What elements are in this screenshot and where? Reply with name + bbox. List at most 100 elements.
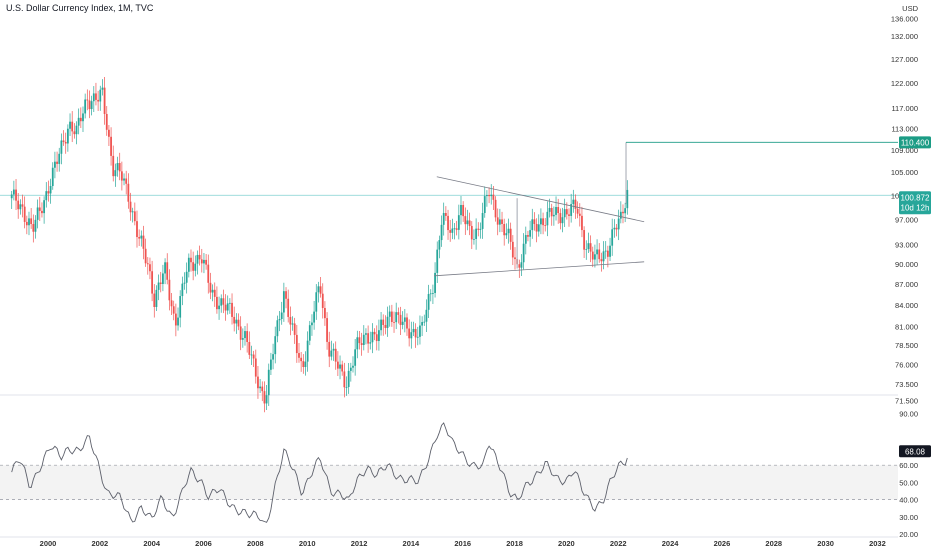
time-tick-label: 2010 [299, 539, 316, 548]
candle-body [436, 249, 439, 273]
price-axis[interactable]: 136.000 132.000 127.000 122.000 117.000 113.0… [891, 14, 931, 406]
candle-body [369, 342, 372, 344]
candle-body [75, 125, 78, 135]
candle-body [164, 262, 166, 274]
candle-body [604, 250, 607, 252]
candle-body [339, 364, 341, 369]
candle-body [529, 230, 532, 237]
candle-body [108, 129, 110, 137]
candle-body [362, 334, 365, 345]
rsi-tick-label: 20.00 [899, 530, 918, 539]
candle-body [324, 307, 326, 319]
candle-body [412, 328, 415, 333]
candle-body [308, 325, 311, 341]
candle-body [343, 371, 346, 388]
candle-body [21, 204, 24, 207]
candle-body [354, 349, 357, 366]
price-tick-label: 84.000 [895, 301, 918, 310]
candle-body [622, 211, 624, 214]
candle-body [581, 215, 583, 231]
bar-countdown-label: 10d 12h [901, 203, 930, 212]
rsi-line [11, 422, 628, 523]
candle-body [69, 121, 71, 129]
candle-body [518, 264, 521, 268]
price-tick-label: 81.000 [895, 322, 918, 331]
candle-body [444, 213, 447, 216]
candle-body [341, 364, 344, 372]
candle-body [298, 353, 300, 358]
candle-body [15, 189, 17, 201]
candle-body [211, 289, 214, 293]
candle-body [155, 289, 158, 307]
candle-body [576, 208, 579, 214]
candle-body [479, 228, 482, 230]
candle-body [594, 254, 596, 260]
candle-body [565, 209, 568, 215]
candle-body [168, 279, 171, 301]
time-tick-label: 2018 [506, 539, 523, 548]
candle-body [252, 354, 255, 359]
candle-body [440, 224, 443, 241]
candle-body [17, 200, 20, 210]
candle-body [345, 387, 348, 388]
candle-body [365, 333, 367, 335]
candle-body [503, 223, 506, 236]
candle-body [241, 338, 244, 340]
candle-body [572, 199, 575, 205]
rsi-tick-label: 50.00 [899, 478, 918, 487]
price-tick-label: 73.500 [895, 380, 918, 389]
candle-body [494, 199, 497, 218]
candle-body [293, 323, 296, 335]
candle-body [334, 348, 337, 362]
price-tick-label: 90.000 [895, 260, 918, 269]
candle-body [231, 302, 233, 317]
candle-body [524, 235, 527, 244]
candle-body [578, 213, 581, 216]
time-tick-label: 2014 [403, 539, 421, 548]
candle-body [449, 230, 452, 233]
candle-body [315, 292, 318, 312]
price-tick-label: 113.000 [891, 125, 918, 134]
candle-body [151, 271, 154, 294]
candle-body [272, 354, 274, 360]
time-tick-label: 2026 [714, 539, 731, 548]
candle-body [224, 304, 227, 311]
candle-body [328, 341, 331, 357]
candle-body [429, 293, 432, 295]
candle-body [617, 218, 620, 230]
candle-body [174, 313, 177, 326]
candle-body [23, 206, 26, 222]
candle-body [79, 117, 82, 122]
candle-body [237, 319, 240, 327]
candle-body [453, 228, 456, 230]
candle-body [28, 218, 30, 226]
candle-body [514, 257, 516, 260]
candle-body [356, 337, 359, 350]
candle-body [609, 245, 611, 257]
candle-body [120, 171, 123, 181]
candle-body [606, 250, 609, 257]
candle-body [600, 259, 603, 262]
candle-body [270, 359, 272, 370]
candle-body [136, 221, 138, 238]
candle-body [77, 117, 80, 126]
candle-body [207, 264, 210, 283]
candle-body [559, 213, 562, 224]
candle-body [317, 286, 320, 293]
price-tick-label: 122.000 [891, 79, 918, 88]
price-tick-label: 109.000 [891, 146, 918, 155]
candle-body [116, 163, 119, 171]
candle-body [259, 386, 262, 389]
time-tick-label: 2028 [765, 539, 782, 548]
candle-body [574, 199, 577, 209]
candle-body [619, 211, 622, 219]
currency-label: USD [902, 4, 918, 13]
candle-body [92, 93, 95, 102]
time-axis[interactable]: 2000 2002 2004 2006 2008 2010 2012 2014 2016 2018… [0, 536, 898, 548]
candle-body [349, 367, 352, 371]
candle-body [19, 204, 22, 210]
candle-body [313, 311, 316, 323]
candle-body [140, 235, 143, 239]
candle-body [358, 337, 361, 344]
